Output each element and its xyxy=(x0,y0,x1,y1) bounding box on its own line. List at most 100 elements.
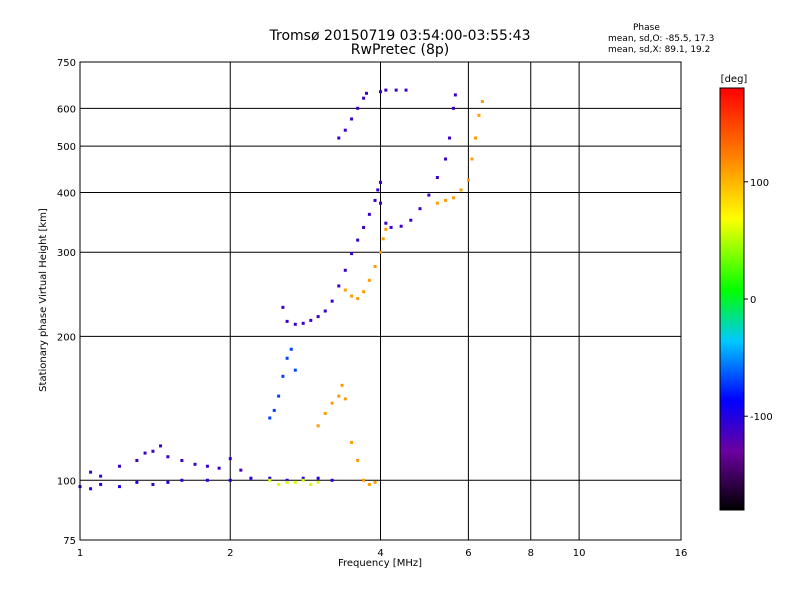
data-point xyxy=(337,284,341,288)
data-point xyxy=(249,476,253,480)
data-point xyxy=(379,201,382,205)
x-tick-label: 10 xyxy=(573,548,586,559)
data-point xyxy=(309,318,313,322)
data-point xyxy=(356,106,360,110)
data-point xyxy=(285,319,289,323)
y-tick-label: 100 xyxy=(57,476,76,487)
data-point xyxy=(118,464,122,468)
data-point xyxy=(268,416,272,420)
y-tick-labels: 75 100 200 300 400 500 600 750 xyxy=(57,58,76,547)
data-point xyxy=(384,221,388,225)
data-point xyxy=(470,157,474,161)
data-point xyxy=(362,290,366,294)
data-point xyxy=(340,383,344,387)
data-point xyxy=(427,193,431,197)
data-point xyxy=(373,265,377,269)
data-point xyxy=(89,487,93,491)
data-point xyxy=(373,480,377,484)
data-point xyxy=(205,464,209,468)
phase-stats-heading: Phase xyxy=(633,23,660,33)
data-point xyxy=(316,315,320,319)
data-point xyxy=(293,480,297,484)
data-point xyxy=(379,90,382,94)
data-point xyxy=(285,478,289,482)
x-tick-label: 16 xyxy=(675,548,688,559)
data-point xyxy=(301,478,305,482)
x-tick-label: 4 xyxy=(377,548,383,559)
colorbar-label: [deg] xyxy=(721,74,748,85)
data-point xyxy=(343,128,347,132)
data-point xyxy=(330,299,334,303)
data-point xyxy=(330,401,334,405)
data-point xyxy=(151,482,155,486)
colorbar-tick-label: 100 xyxy=(750,178,769,189)
data-point xyxy=(268,478,272,482)
data-point xyxy=(285,356,289,360)
data-point xyxy=(205,478,209,482)
y-axis-label: Stationary phase Virtual Height [km] xyxy=(38,208,49,392)
data-point xyxy=(389,225,393,229)
data-point xyxy=(381,237,385,241)
data-point xyxy=(285,480,289,484)
data-point xyxy=(451,106,455,110)
y-tick-label: 500 xyxy=(57,142,76,153)
data-point xyxy=(362,96,366,100)
data-point xyxy=(330,478,334,482)
y-tick-label: 400 xyxy=(57,188,76,199)
data-point xyxy=(350,294,354,298)
data-point xyxy=(143,451,147,455)
data-point xyxy=(239,468,243,472)
data-point xyxy=(448,136,452,140)
data-point xyxy=(135,458,139,462)
data-point xyxy=(356,297,360,301)
data-point xyxy=(373,198,377,202)
x-tick-label: 8 xyxy=(528,548,534,559)
data-point xyxy=(444,157,448,161)
phase-stats-o-mode: mean, sd,O: -85.5, 17.3 xyxy=(608,34,715,44)
data-point xyxy=(316,424,320,428)
plot-frame xyxy=(79,61,682,541)
data-point xyxy=(466,178,470,182)
data-point xyxy=(394,88,398,92)
colorbar-tick-label: -100 xyxy=(750,412,773,423)
data-point xyxy=(281,374,285,378)
data-point xyxy=(228,457,232,461)
data-point xyxy=(367,482,371,486)
data-point xyxy=(99,482,103,486)
y-tick-label: 600 xyxy=(57,104,76,115)
data-point xyxy=(409,218,413,222)
data-point xyxy=(118,485,122,489)
grid-lines xyxy=(80,62,681,540)
data-point xyxy=(89,470,93,474)
data-point xyxy=(350,252,354,256)
x-tick-label: 2 xyxy=(227,548,233,559)
data-points xyxy=(78,88,484,491)
data-point xyxy=(301,321,305,325)
data-point xyxy=(289,347,293,351)
data-point xyxy=(473,136,477,140)
data-point xyxy=(316,480,320,484)
data-point xyxy=(337,136,341,140)
data-point xyxy=(135,480,139,484)
data-point xyxy=(379,180,382,184)
data-point xyxy=(228,478,232,482)
y-tick-label: 750 xyxy=(57,58,76,69)
data-point xyxy=(444,198,448,202)
data-point xyxy=(323,309,327,313)
data-point xyxy=(151,449,155,453)
data-point xyxy=(166,455,170,459)
data-point xyxy=(180,478,184,482)
data-point xyxy=(323,411,327,415)
data-point xyxy=(399,224,403,228)
data-point xyxy=(301,476,305,480)
data-point xyxy=(384,88,388,92)
data-point xyxy=(356,238,360,242)
data-point xyxy=(459,188,463,192)
data-point xyxy=(217,466,221,470)
data-point xyxy=(343,397,347,401)
data-point xyxy=(180,458,184,462)
data-point xyxy=(384,227,388,231)
x-axis-label: Frequency [MHz] xyxy=(338,558,422,569)
x-tick-label: 1 xyxy=(77,548,83,559)
data-point xyxy=(293,368,297,372)
